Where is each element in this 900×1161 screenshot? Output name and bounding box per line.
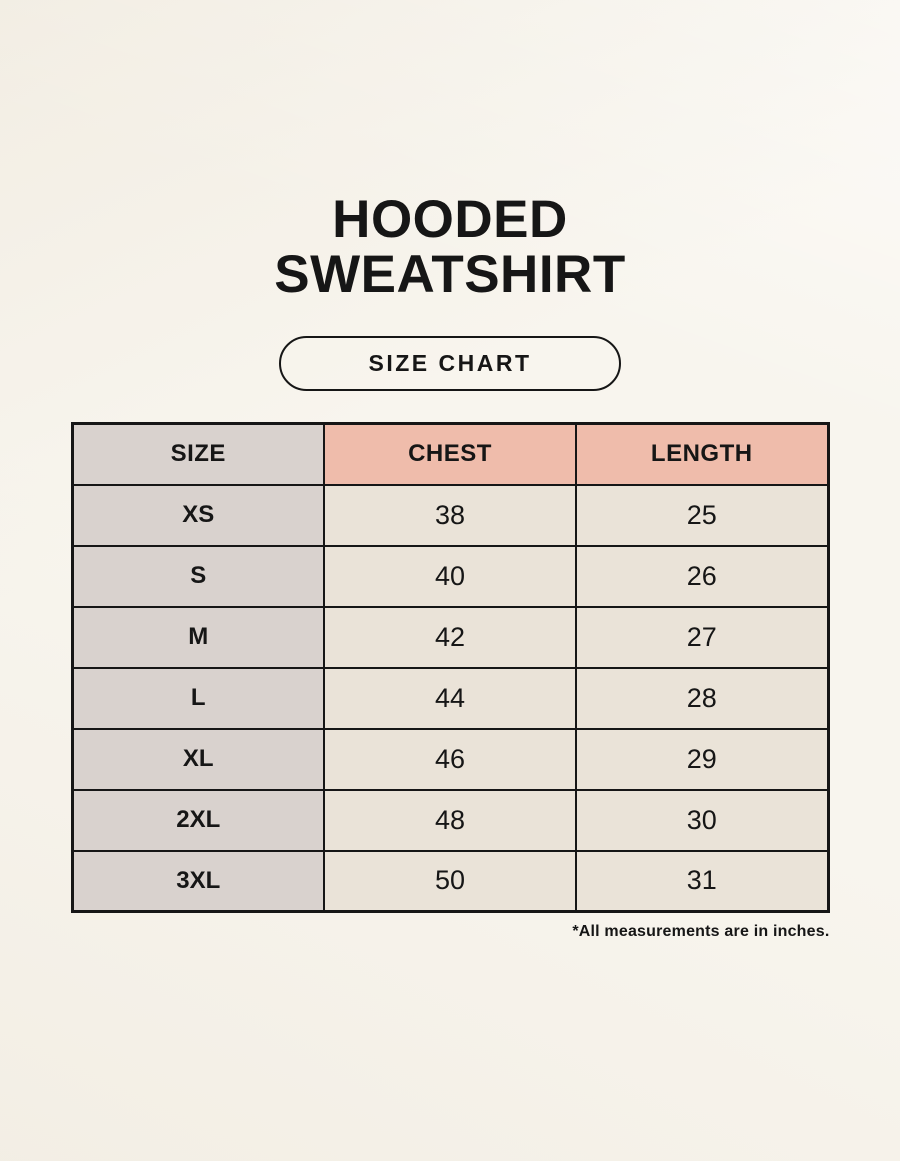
page-title-line1: HOODED [332,190,568,249]
table-header-row: SIZE CHEST LENGTH [71,422,829,486]
table-row: M 42 27 [71,605,829,669]
length-value: 26 [575,544,829,608]
length-value: 27 [575,605,829,669]
size-table: SIZE CHEST LENGTH XS 38 25 S 40 26 M [70,422,830,914]
size-label: M [71,605,325,669]
chest-value: 48 [323,788,577,852]
length-value: 30 [575,788,829,852]
column-header-length: LENGTH [575,422,829,486]
size-label: XL [71,727,325,791]
column-header-chest: CHEST [323,422,577,486]
page-title-line2: SWEATSHIRT [274,245,626,305]
page-title: HOODED SWEATSHIRT [0,192,900,302]
size-label: 3XL [71,849,325,913]
size-label: S [71,544,325,608]
table-row: XS 38 25 [71,483,829,547]
length-value: 25 [575,483,829,547]
chest-value: 38 [323,483,577,547]
table-row: XL 46 29 [71,727,829,791]
size-table-container: SIZE CHEST LENGTH XS 38 25 S 40 26 M [70,422,830,941]
table-row: S 40 26 [71,544,829,608]
table-row: L 44 28 [71,666,829,730]
measurements-footnote: *All measurements are in inches. [572,923,830,941]
column-header-size: SIZE [71,422,325,486]
table-row: 3XL 50 31 [71,849,829,913]
size-label: L [71,666,325,730]
chest-value: 50 [323,849,577,913]
size-label: 2XL [71,788,325,852]
length-value: 29 [575,727,829,791]
chest-value: 42 [323,605,577,669]
size-chart-button[interactable]: SIZE CHART [279,336,621,392]
chest-value: 46 [323,727,577,791]
length-value: 31 [575,849,829,913]
size-chart-page: HOODED SWEATSHIRT SIZE CHART SIZE CHEST L… [0,192,900,941]
chest-value: 40 [323,544,577,608]
length-value: 28 [575,666,829,730]
chest-value: 44 [323,666,577,730]
table-row: 2XL 48 30 [71,788,829,852]
size-label: XS [71,483,325,547]
